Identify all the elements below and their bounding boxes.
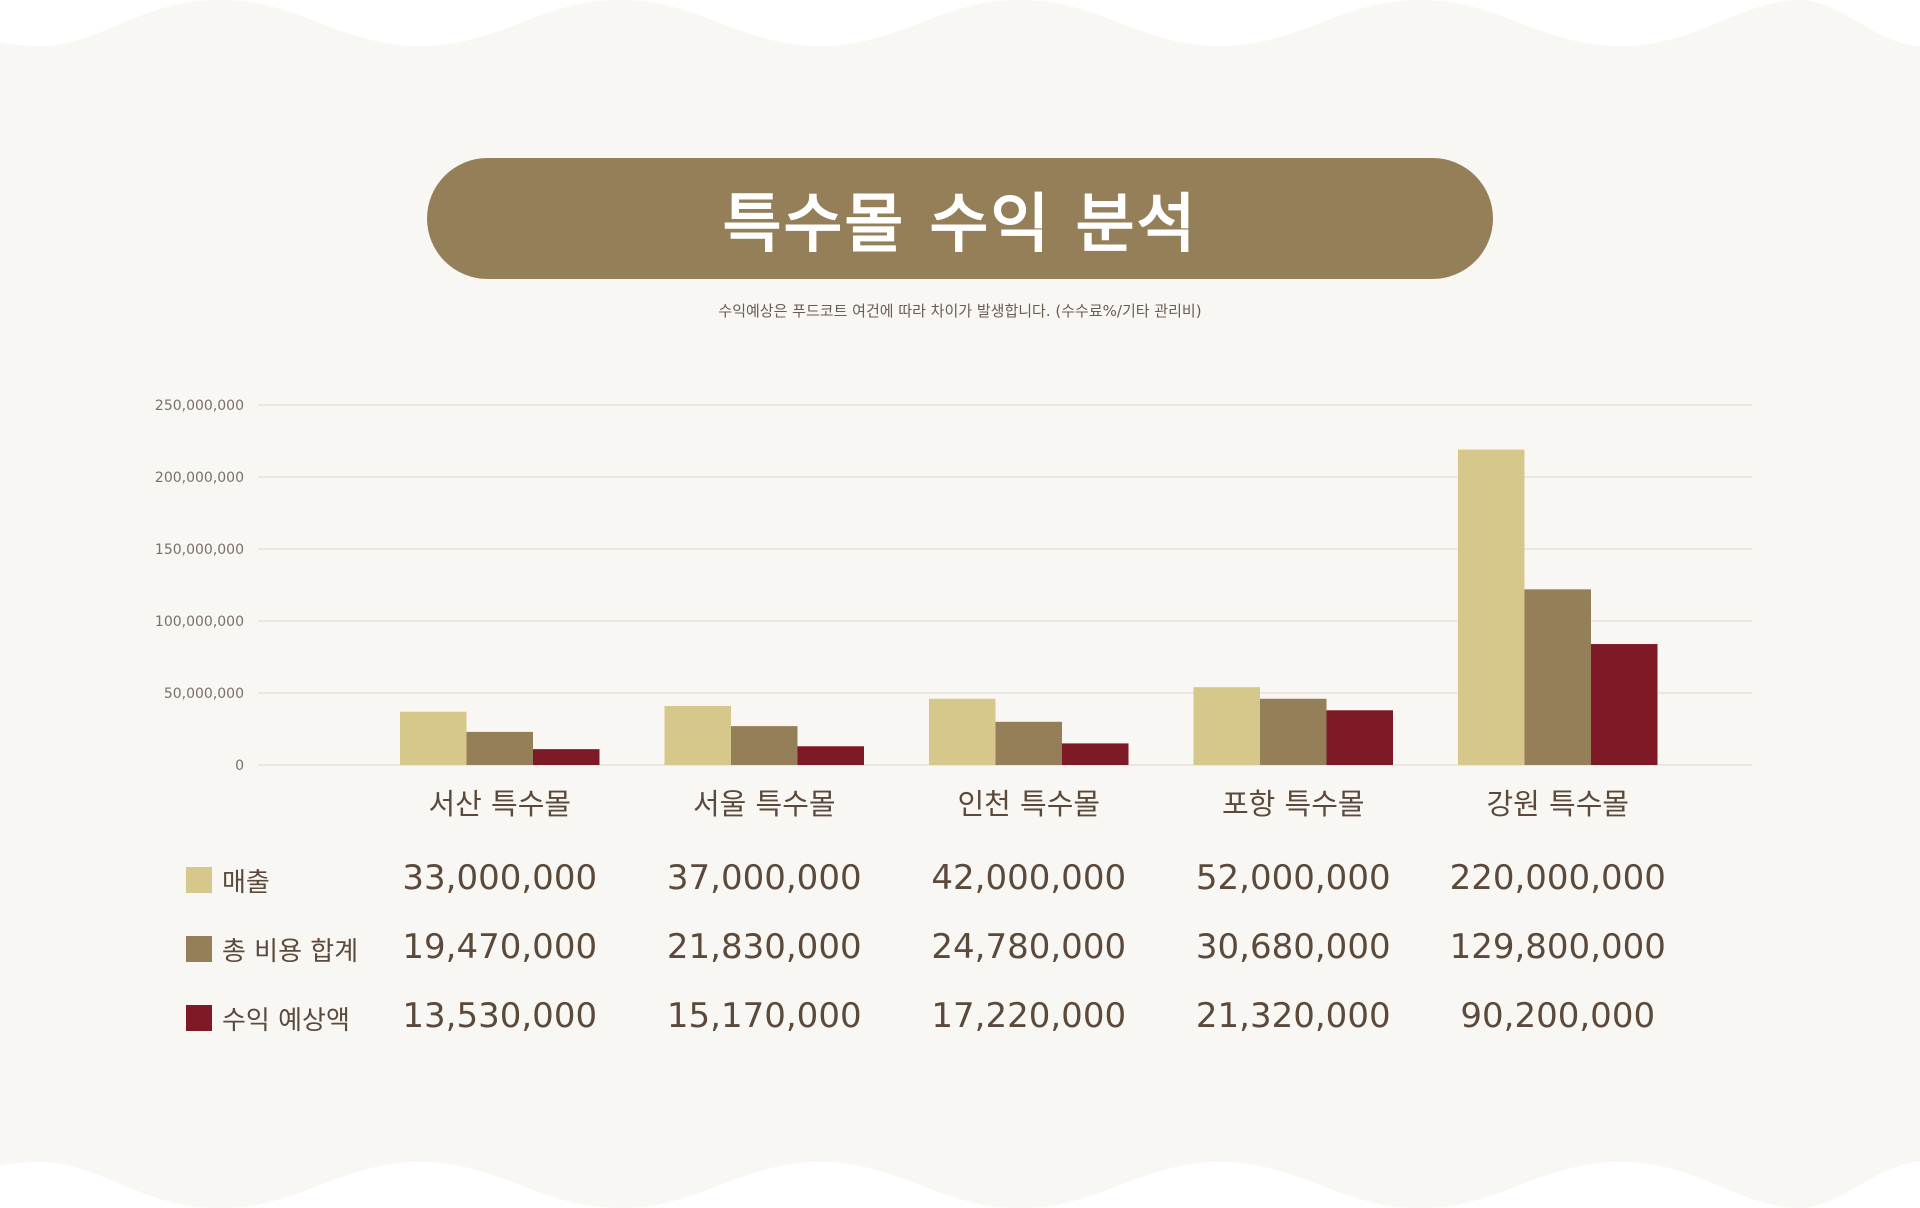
legend-swatch <box>186 936 212 962</box>
table-value: 90,200,000 <box>1460 996 1656 1036</box>
table-value: 13,530,000 <box>402 996 598 1036</box>
table-value: 42,000,000 <box>931 858 1127 898</box>
legend-label: 매출 <box>222 867 270 898</box>
bar-sales <box>929 698 996 765</box>
bar-sales <box>664 705 731 765</box>
legend-swatch <box>186 1005 212 1031</box>
table-value: 30,680,000 <box>1195 927 1391 967</box>
table-value: 220,000,000 <box>1449 858 1666 898</box>
bar-cost <box>1524 589 1591 765</box>
bar-sales <box>400 711 467 765</box>
bar-profit <box>797 746 864 765</box>
y-tick-label: 50,000,000 <box>164 686 244 702</box>
x-axis-categories: 서산 특수몰 서울 특수몰 인천 특수몰 포항 특수몰 강원 특수몰 <box>428 787 1629 821</box>
legend-label: 총 비용 합계 <box>222 936 359 967</box>
x-category-label: 포항 특수몰 <box>1222 787 1365 821</box>
table-value: 52,000,000 <box>1195 858 1391 898</box>
table-value: 37,000,000 <box>666 858 862 898</box>
legend-row: 수익 예상액 <box>186 998 350 1038</box>
table-value: 21,320,000 <box>1195 996 1391 1036</box>
y-tick-label: 150,000,000 <box>155 542 244 558</box>
x-category-label: 강원 특수몰 <box>1486 787 1629 821</box>
bar-profit <box>533 749 600 765</box>
page-title: 특수몰 수익 분석 <box>722 187 1198 262</box>
y-axis-ticks: 250,000,000 200,000,000 150,000,000 100,000… <box>155 398 244 774</box>
table-value: 17,220,000 <box>931 996 1127 1036</box>
y-tick-label: 200,000,000 <box>155 470 244 486</box>
bar-profit <box>1326 710 1393 765</box>
bar-profit <box>1062 743 1129 765</box>
bar-sales <box>1193 687 1260 765</box>
x-category-label: 서산 특수몰 <box>428 787 571 821</box>
bar-cost <box>731 726 798 765</box>
bar-cost <box>995 721 1062 765</box>
legend-row: 총 비용 합계 <box>186 929 358 969</box>
y-tick-label: 100,000,000 <box>155 614 244 630</box>
subtitle-note: 수익예상은 푸드코트 여건에 따라 차이가 발생합니다. (수수료%/기타 관리… <box>718 302 1202 320</box>
table-value: 129,800,000 <box>1449 927 1666 967</box>
bar-profit <box>1591 644 1658 765</box>
bar-cost <box>1260 698 1327 765</box>
y-tick-label: 250,000,000 <box>155 398 244 414</box>
table-value: 33,000,000 <box>402 858 598 898</box>
legend-row: 매출 <box>186 860 270 900</box>
x-category-label: 인천 특수몰 <box>957 787 1100 821</box>
bar-sales <box>1458 449 1525 765</box>
legend-swatch <box>186 867 212 893</box>
table-value: 19,470,000 <box>402 927 598 967</box>
bar-cost <box>466 731 533 765</box>
bars <box>400 449 1658 765</box>
x-category-label: 서울 특수몰 <box>693 787 836 821</box>
table-value: 15,170,000 <box>666 996 862 1036</box>
table-value: 24,780,000 <box>931 927 1127 967</box>
bottom-wave-decoration <box>0 1162 1920 1208</box>
title-banner: 특수몰 수익 분석 <box>427 158 1493 279</box>
y-tick-label: 0 <box>235 758 244 774</box>
legend-label: 수익 예상액 <box>222 1005 350 1036</box>
table-value: 21,830,000 <box>666 927 862 967</box>
top-wave-decoration <box>0 0 1920 46</box>
